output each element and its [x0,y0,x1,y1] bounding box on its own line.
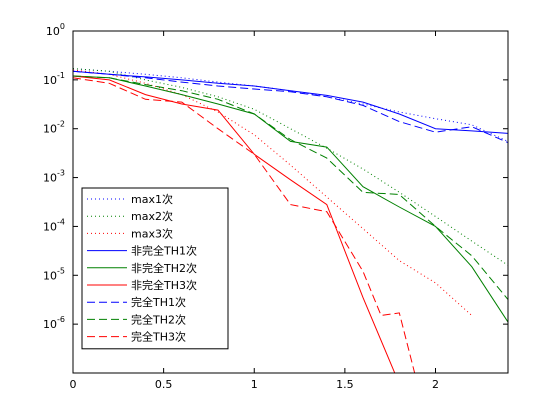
legend-label-8: 完全TH2次 [131,312,186,326]
legend-label-1: max1次 [131,192,173,206]
series-line-9 [73,77,416,373]
series-line-8 [73,75,508,300]
legend-label-5: 非完全TH2次 [131,261,197,275]
series-line-7 [73,70,508,144]
legend-label-6: 非完全TH3次 [131,278,197,292]
axis-ticks-group: 0 0.5 1 1.5 2 10-6 10-5 10-4 10-3 10-2 10-1 100 [43,22,508,391]
x-tick-label: 2 [432,378,439,391]
y-tick-label: 10-3 [43,169,65,185]
y-tick-label: 10-4 [43,217,65,233]
y-tick-label: 10-2 [43,120,65,136]
axes-frame [72,30,509,374]
legend: max1次 max2次 max3次非完全TH1次非完全TH2次非完全TH3次完全TH… [81,187,229,350]
series-line-5 [73,75,508,323]
legend-label-9: 完全TH3次 [131,330,186,344]
y-tick-label: 10-6 [43,315,65,331]
legend-label-2: max2次 [131,209,173,223]
legend-label-4: 非完全TH1次 [131,244,197,258]
x-tick-label: 0 [70,378,77,391]
plot-series-group [73,68,508,373]
legend-label-3: max3次 [131,226,173,240]
y-tick-label: 10-5 [43,266,65,282]
legend-box [81,187,229,350]
x-tick-label: 0.5 [155,378,173,391]
legend-label-7: 完全TH1次 [131,295,186,309]
y-tick-label: 100 [46,22,65,38]
x-tick-label: 1 [251,378,258,391]
series-line-1 [73,68,508,142]
y-tick-label: 10-1 [43,71,65,87]
series-line-6 [73,75,396,373]
x-tick-label: 1.5 [336,378,354,391]
series-line-4 [73,70,508,134]
